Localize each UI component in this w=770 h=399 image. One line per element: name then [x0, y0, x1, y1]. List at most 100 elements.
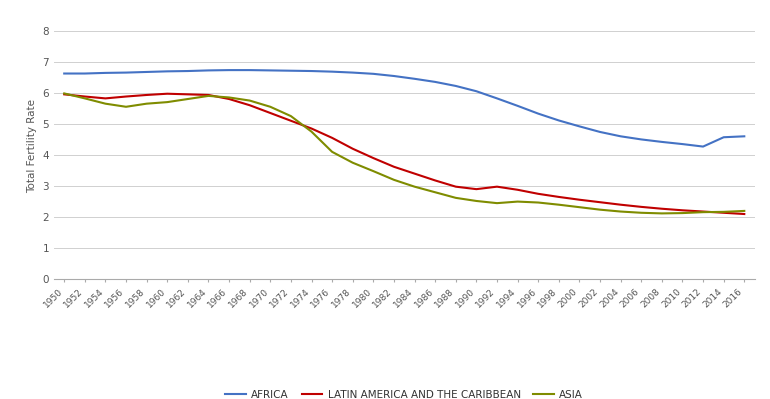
LATIN AMERICA AND THE CARIBBEAN — [327, 136, 336, 140]
LATIN AMERICA AND THE CARIBBEAN — [266, 111, 275, 115]
LATIN AMERICA AND THE CARIBBEAN — [225, 97, 234, 101]
ASIA — [637, 210, 646, 215]
LATIN AMERICA AND THE CARIBBEAN — [122, 94, 131, 99]
LATIN AMERICA AND THE CARIBBEAN — [575, 198, 584, 202]
AFRICA — [740, 134, 749, 139]
LATIN AMERICA AND THE CARIBBEAN — [390, 164, 399, 169]
AFRICA — [575, 124, 584, 129]
LATIN AMERICA AND THE CARIBBEAN — [678, 208, 687, 213]
ASIA — [513, 199, 522, 204]
ASIA — [430, 190, 440, 195]
LATIN AMERICA AND THE CARIBBEAN — [430, 178, 440, 183]
LATIN AMERICA AND THE CARIBBEAN — [183, 92, 192, 97]
AFRICA — [286, 68, 296, 73]
LATIN AMERICA AND THE CARIBBEAN — [472, 187, 481, 192]
ASIA — [142, 101, 151, 106]
LATIN AMERICA AND THE CARIBBEAN — [204, 93, 213, 97]
LATIN AMERICA AND THE CARIBBEAN — [658, 206, 667, 211]
LATIN AMERICA AND THE CARIBBEAN — [740, 211, 749, 216]
LATIN AMERICA AND THE CARIBBEAN — [348, 146, 357, 151]
LATIN AMERICA AND THE CARIBBEAN — [513, 188, 522, 192]
LATIN AMERICA AND THE CARIBBEAN — [595, 200, 604, 205]
ASIA — [616, 209, 625, 214]
AFRICA — [122, 70, 131, 75]
ASIA — [307, 129, 316, 134]
LATIN AMERICA AND THE CARIBBEAN — [492, 184, 501, 189]
LATIN AMERICA AND THE CARIBBEAN — [616, 202, 625, 207]
LATIN AMERICA AND THE CARIBBEAN — [554, 195, 564, 200]
LATIN AMERICA AND THE CARIBBEAN — [162, 91, 172, 96]
ASIA — [162, 100, 172, 105]
ASIA — [327, 150, 336, 154]
ASIA — [740, 209, 749, 213]
AFRICA — [410, 77, 419, 81]
LATIN AMERICA AND THE CARIBBEAN — [637, 204, 646, 209]
LATIN AMERICA AND THE CARIBBEAN — [534, 192, 543, 196]
AFRICA — [637, 137, 646, 142]
AFRICA — [101, 71, 110, 75]
ASIA — [575, 205, 584, 209]
ASIA — [554, 202, 564, 207]
LATIN AMERICA AND THE CARIBBEAN — [410, 171, 419, 176]
AFRICA — [162, 69, 172, 74]
AFRICA — [451, 83, 460, 88]
LATIN AMERICA AND THE CARIBBEAN — [719, 210, 728, 215]
ASIA — [658, 211, 667, 216]
LATIN AMERICA AND THE CARIBBEAN — [286, 119, 296, 123]
LATIN AMERICA AND THE CARIBBEAN — [451, 184, 460, 189]
LATIN AMERICA AND THE CARIBBEAN — [142, 93, 151, 97]
Legend: AFRICA, LATIN AMERICA AND THE CARIBBEAN, ASIA: AFRICA, LATIN AMERICA AND THE CARIBBEAN,… — [221, 386, 588, 399]
ASIA — [122, 105, 131, 109]
AFRICA — [204, 68, 213, 73]
AFRICA — [80, 71, 89, 76]
AFRICA — [698, 144, 708, 149]
AFRICA — [554, 118, 564, 123]
LATIN AMERICA AND THE CARIBBEAN — [307, 126, 316, 131]
ASIA — [348, 160, 357, 165]
AFRICA — [327, 69, 336, 74]
ASIA — [101, 101, 110, 106]
AFRICA — [513, 103, 522, 108]
ASIA — [266, 105, 275, 109]
Line: ASIA: ASIA — [64, 93, 745, 213]
ASIA — [286, 114, 296, 119]
Line: AFRICA: AFRICA — [64, 70, 745, 146]
AFRICA — [472, 89, 481, 94]
AFRICA — [678, 142, 687, 146]
AFRICA — [183, 69, 192, 73]
AFRICA — [534, 111, 543, 116]
AFRICA — [307, 69, 316, 73]
LATIN AMERICA AND THE CARIBBEAN — [80, 94, 89, 99]
AFRICA — [658, 140, 667, 144]
LATIN AMERICA AND THE CARIBBEAN — [101, 96, 110, 101]
ASIA — [390, 178, 399, 182]
ASIA — [472, 199, 481, 203]
ASIA — [204, 93, 213, 98]
ASIA — [451, 196, 460, 200]
ASIA — [534, 200, 543, 205]
AFRICA — [430, 79, 440, 84]
ASIA — [678, 211, 687, 215]
AFRICA — [225, 68, 234, 73]
ASIA — [225, 95, 234, 100]
ASIA — [369, 169, 378, 174]
ASIA — [595, 207, 604, 212]
ASIA — [698, 210, 708, 215]
ASIA — [719, 209, 728, 214]
AFRICA — [492, 96, 501, 101]
Line: LATIN AMERICA AND THE CARIBBEAN: LATIN AMERICA AND THE CARIBBEAN — [64, 94, 745, 214]
AFRICA — [390, 73, 399, 78]
AFRICA — [266, 68, 275, 73]
ASIA — [410, 184, 419, 189]
AFRICA — [245, 68, 254, 73]
ASIA — [492, 201, 501, 205]
LATIN AMERICA AND THE CARIBBEAN — [59, 92, 69, 97]
AFRICA — [59, 71, 69, 76]
LATIN AMERICA AND THE CARIBBEAN — [369, 156, 378, 160]
AFRICA — [595, 130, 604, 134]
AFRICA — [142, 69, 151, 74]
AFRICA — [369, 71, 378, 76]
ASIA — [245, 98, 254, 103]
AFRICA — [616, 134, 625, 139]
Y-axis label: Total Fertility Rate: Total Fertility Rate — [27, 99, 37, 193]
